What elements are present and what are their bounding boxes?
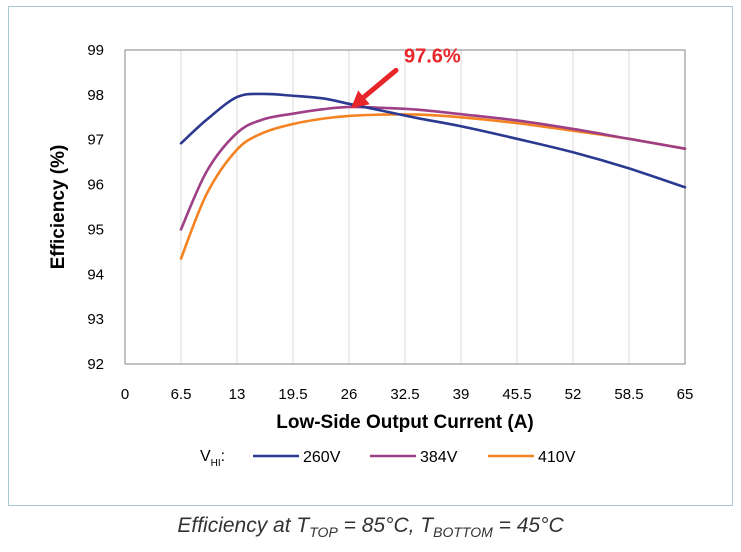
y-tick-label: 96 <box>87 177 104 194</box>
x-tick-label: 0 <box>121 386 129 403</box>
x-tick-label: 32.5 <box>390 386 419 403</box>
plot-area-border <box>124 49 686 365</box>
figure-caption: Efficiency at TTOP = 85°C, TBOTTOM = 45°… <box>177 514 564 541</box>
annotation-arrow-head <box>351 90 370 109</box>
x-tick-label: 52 <box>565 386 582 403</box>
x-tick-label: 26 <box>341 386 358 403</box>
annotation-arrow-shaft <box>357 67 399 103</box>
y-axis-title: Efficiency (%) <box>48 145 69 270</box>
annotation-layer: 97.6% <box>351 45 461 109</box>
x-tick-label: 65 <box>677 386 694 403</box>
annotation-label: 97.6% <box>404 45 461 67</box>
series-line-410v <box>179 113 687 260</box>
x-axis-title: Low-Side Output Current (A) <box>276 412 534 433</box>
x-tick-label: 19.5 <box>278 386 307 403</box>
series-layer <box>179 92 687 260</box>
y-tick-label: 98 <box>87 87 104 104</box>
legend-title: VHI: <box>200 448 225 469</box>
legend-label-260v: 260V <box>303 449 341 466</box>
y-tick-label: 92 <box>87 356 104 373</box>
legend-label-384v: 384V <box>420 449 458 466</box>
legend: VHI: 260V 384V 410V <box>200 448 576 469</box>
x-tick-label: 58.5 <box>614 386 643 403</box>
x-tick-label: 39 <box>453 386 470 403</box>
x-tick-labels: 0 6.5 13 19.5 26 32.5 39 45.5 52 58.5 65 <box>121 386 694 403</box>
series-line-260v <box>179 92 687 189</box>
legend-label-410v: 410V <box>538 449 576 466</box>
x-tick-label: 6.5 <box>171 386 192 403</box>
y-tick-label: 93 <box>87 311 104 328</box>
series-line-384v <box>179 105 687 231</box>
y-tick-labels: 92 93 94 95 96 97 98 99 <box>87 42 104 373</box>
x-tick-label: 45.5 <box>502 386 531 403</box>
grid-layer <box>180 50 630 364</box>
efficiency-chart: 92 93 94 95 96 97 98 99 0 6.5 13 19.5 26 32.5 39 45.5 5… <box>48 42 694 469</box>
y-tick-label: 94 <box>87 266 104 283</box>
y-tick-label: 97 <box>87 132 104 149</box>
y-tick-label: 95 <box>87 221 104 238</box>
y-tick-label: 99 <box>87 42 104 59</box>
x-tick-label: 13 <box>229 386 246 403</box>
